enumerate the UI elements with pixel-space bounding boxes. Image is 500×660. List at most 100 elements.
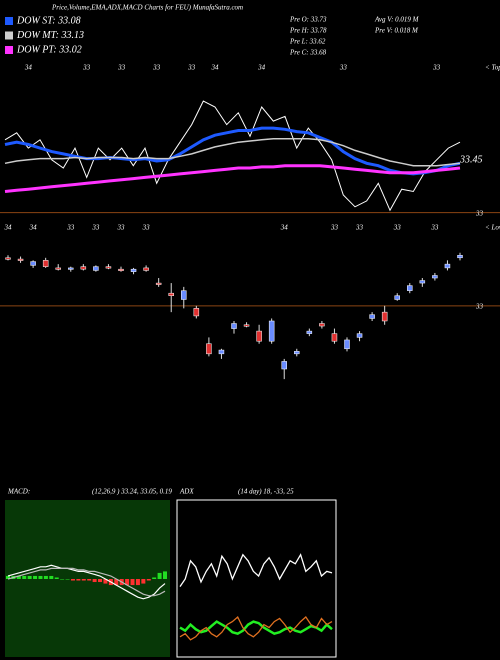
histogram-bar [76,579,81,581]
histogram-bar [38,575,43,579]
candle-body [130,268,137,272]
tops-note: < Tops [485,64,500,72]
histogram-bar [141,579,146,584]
candle-body [118,268,124,271]
candle-body [344,339,350,350]
histogram-bar [65,579,70,580]
y-tick-label: 33 [475,209,484,217]
candle-body [256,330,262,342]
adx-title: ADX [179,488,194,496]
candle-body [93,266,99,271]
top-label: 33 [152,64,161,72]
histogram-bar [92,579,97,583]
candle-body [105,266,112,269]
histogram-bar [135,579,140,586]
candle-body [432,275,438,279]
low-label: 33 [355,224,364,232]
candle-body [231,323,237,329]
histogram-bar [6,575,10,579]
histogram-bar [81,579,86,581]
series-line [4,100,461,212]
candle-body [206,343,212,355]
histogram-bar [60,579,65,580]
chart-title: Price,Volume,EMA,ADX,MACD Charts for FEU… [51,4,243,12]
histogram-bar [22,575,27,579]
candle-body [42,260,49,267]
top-label: 34 [257,64,266,72]
top-label: 33 [432,64,441,72]
low-label: 34 [4,224,13,232]
histogram-bar [130,579,135,586]
histogram-bar [43,575,48,579]
info-text: Pre L: 33.62 [289,38,326,46]
info-text: Pre H: 33.78 [289,27,327,35]
candle-body [30,261,36,266]
low-label: 33 [393,224,402,232]
candle-body [281,361,287,370]
top-label: 34 [24,64,33,72]
legend-label: DOW MT: 33.13 [16,30,84,41]
candle-body [143,267,149,271]
low-label: 34 [280,224,289,232]
series-line [179,615,333,641]
histogram-bar [70,579,75,581]
candle-body [193,308,200,317]
adx-frame [176,499,337,658]
top-label: 33 [187,64,196,72]
histogram-bar [54,577,59,579]
candle-body [168,292,174,296]
series-line [4,164,461,193]
low-label: 33 [91,224,100,232]
candle-body [155,282,162,285]
info-text: Avg V: 0.019 M [374,16,420,24]
candle-body [419,280,426,284]
legend-swatch [5,46,13,54]
low-label: 33 [66,224,75,232]
low-label: 34 [29,224,38,232]
histogram-bar [98,579,103,583]
histogram-bar [163,571,167,579]
info-text: Pre C: 33.68 [289,49,327,57]
series-line [7,567,166,597]
legend-swatch [5,31,13,40]
low-label: 33 [117,224,126,232]
histogram-bar [87,579,92,581]
candle-body [268,320,275,342]
histogram-bar [114,579,119,586]
candle-body [356,333,363,338]
histogram-bar [33,575,38,579]
macd-title: MACD: [7,488,30,496]
series-line [7,564,166,600]
panel-background [5,500,170,657]
info-text: Pre V: 0.018 M [374,27,419,35]
y-tick-label: 33 [475,302,484,310]
histogram-bar [157,572,162,579]
candle-body [218,349,225,355]
annotation: 33.45 [459,154,483,165]
histogram-bar [16,575,21,579]
candle-body [243,324,250,327]
candle-body [331,333,338,342]
low-label: 33 [430,224,439,232]
lows-note: < Lows [485,224,500,232]
candle-body [294,351,300,355]
top-label: 33 [339,64,348,72]
candle-body [407,285,413,291]
series-line [179,620,333,636]
series-line [4,137,461,167]
histogram-bar [125,579,130,586]
candle-body [5,257,11,260]
candle-body [444,263,451,269]
legend-label: DOW PT: 33.02 [16,44,82,55]
histogram-bar [103,579,108,584]
legend-swatch [5,17,13,25]
low-label: 33 [330,224,339,232]
candle-body [17,258,24,261]
low-label: 33 [142,224,151,232]
adx-subtitle: (14 day) 18, -33, 25 [238,488,294,496]
info-text: Pre O: 33.73 [289,16,327,24]
macd-subtitle: (12,26,9 ) 33.24, 33.05, 0.19 [92,488,172,496]
candle-body [181,290,187,300]
candle-body [80,266,87,270]
